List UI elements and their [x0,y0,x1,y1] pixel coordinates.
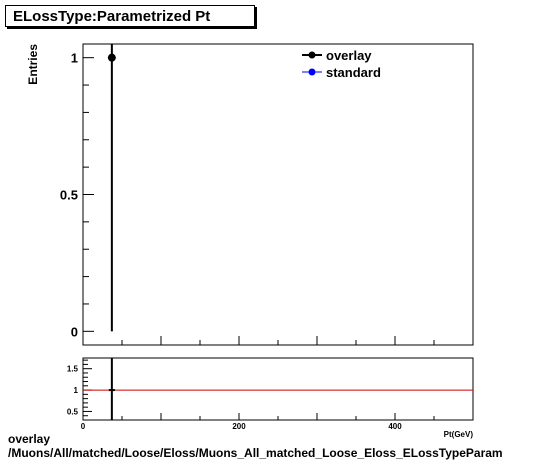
y-axis-label: Entries [26,44,40,85]
legend-label: standard [326,65,381,80]
chart-title-box: ELossType:Parametrized Pt [5,5,255,27]
ratio-x-tick-label: 200 [232,422,246,431]
legend-label: overlay [326,48,372,63]
y-tick-label: 0.5 [60,188,78,203]
footer-label: overlay [8,432,51,446]
chart-title: ELossType:Parametrized Pt [13,8,211,25]
ratio-plot-frame [82,357,474,421]
ratio-x-tick-label: 0 [81,422,86,431]
ratio-y-tick-label: 1.5 [67,365,79,374]
ratio-x-tick-label: 400 [388,422,402,431]
ratio-y-tick-label: 1 [74,386,79,395]
footer-path: /Muons/All/matched/Loose/Eloss/Muons_All… [8,446,503,460]
y-tick-label: 1 [71,51,78,66]
data-point [107,53,116,62]
y-tick-label: 0 [71,324,78,339]
ratio-y-tick-label: 0.5 [67,407,79,416]
x-axis-label: Pt(GeV) [444,430,474,439]
legend-marker [308,68,316,76]
legend-marker [308,51,316,59]
main-plot-frame [82,43,474,346]
